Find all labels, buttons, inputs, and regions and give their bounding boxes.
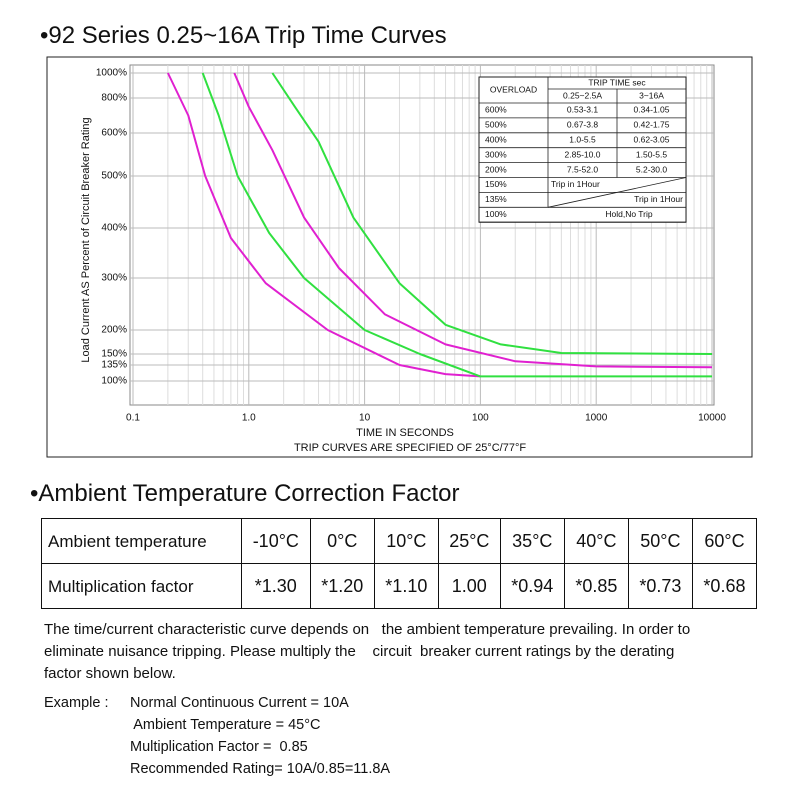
example-line: Multiplication Factor = 0.85 <box>130 739 308 755</box>
table-cell: 2.85-10.0 <box>565 149 601 159</box>
table-cell: 60°C <box>691 518 758 564</box>
x-tick-label: 1.0 <box>242 413 256 424</box>
table-cell: *0.94 <box>499 563 565 609</box>
x-tick-label: 10 <box>359 413 371 424</box>
table-row: Multiplication factor *1.30 *1.20 *1.10 1.00… <box>41 563 758 609</box>
table-cell: 600% <box>485 105 507 115</box>
y-axis-label: Load Current AS Percent of Circuit Break… <box>80 117 92 362</box>
table-cell: 0.62-3.05 <box>634 135 670 145</box>
y-tick-label: 200% <box>101 325 127 336</box>
x-tick-label: 1000 <box>585 413 608 424</box>
y-tick-label: 800% <box>101 93 127 104</box>
x-axis-label: TIME IN SECONDS <box>356 427 454 439</box>
table-header: 3~16A <box>639 90 664 100</box>
plot-frame <box>129 64 715 406</box>
table-cell: 150% <box>485 179 507 189</box>
chart-frame <box>46 56 753 458</box>
table-cell: Trip in 1Hour <box>551 179 600 189</box>
table-header: 0.25~2.5A <box>563 90 602 100</box>
example-label: Example : <box>44 692 108 714</box>
example-lines: Normal Continuous Current = 10A Ambient … <box>130 692 390 780</box>
x-tick-label: 100 <box>472 413 489 424</box>
table-cell: 100% <box>485 209 507 219</box>
table-cell: 50°C <box>627 518 693 564</box>
table-cell: *0.73 <box>627 563 693 609</box>
trip-curve <box>201 72 712 378</box>
y-tick-label: 135% <box>101 360 127 371</box>
paragraph-line: The time/current characteristic curve de… <box>44 621 691 638</box>
example-line: Ambient Temperature = 45°C <box>130 717 321 733</box>
trip-curve <box>166 72 481 378</box>
table-cell: 0.53-3.1 <box>567 105 598 115</box>
paragraph-line: factor shown below. <box>44 665 176 682</box>
y-tick-label: 400% <box>101 223 127 234</box>
table-cell: 25°C <box>437 518 501 564</box>
table-cell: *1.20 <box>309 563 375 609</box>
section-heading: •92 Series 0.25~16A Trip Time Curves <box>40 22 447 49</box>
table-cell: 5.2-30.0 <box>636 164 667 174</box>
table-cell: 35°C <box>499 518 565 564</box>
table-cell: *0.68 <box>691 563 758 609</box>
y-tick-label: 100% <box>101 376 127 387</box>
table-cell: 400% <box>485 135 507 145</box>
table-header: TRIP TIME sec <box>588 77 646 87</box>
table-cell: 1.50-5.5 <box>636 149 667 159</box>
table-cell: 0.34-1.05 <box>634 105 670 115</box>
y-tick-label: 300% <box>101 273 127 284</box>
table-cell: 7.5-52.0 <box>567 164 598 174</box>
table-cell: -10°C <box>240 518 311 564</box>
table-row: Ambient temperature -10°C 0°C 10°C 25°C 35°C 4… <box>41 518 758 564</box>
table-cell: 0°C <box>309 518 375 564</box>
table-cell: *1.10 <box>373 563 439 609</box>
table-cell: 500% <box>485 120 507 130</box>
trip-curve <box>233 72 713 369</box>
table-cell: 135% <box>485 194 507 204</box>
table-cell: 0.67-3.8 <box>567 120 598 130</box>
y-tick-label: 600% <box>101 128 127 139</box>
table-cell: *1.30 <box>240 563 311 609</box>
section-heading: •Ambient Temperature Correction Factor <box>30 480 460 507</box>
trip-curve-chart: 0.1 1.0 10 100 1000 10000100%135%150%200%300%… <box>46 56 753 458</box>
trip-curve <box>271 72 713 355</box>
table-cell: 0.42-1.75 <box>634 120 670 130</box>
table-cell: 300% <box>485 149 507 159</box>
example-line: Normal Continuous Current = 10A <box>130 695 349 711</box>
table-cell: 1.00 <box>437 563 501 609</box>
row-header: Multiplication factor <box>41 563 242 609</box>
trip-table-bg <box>478 76 687 223</box>
y-tick-label: 500% <box>101 171 127 182</box>
table-cell: Trip in 1Hour <box>634 194 683 204</box>
y-tick-label: 150% <box>101 349 127 360</box>
table-rule <box>547 177 687 208</box>
temperature-table: Ambient temperature -10°C 0°C 10°C 25°C 35°C 4… <box>41 518 758 609</box>
example-line: Recommended Rating= 10A/0.85=11.8A <box>130 761 391 777</box>
row-header: Ambient temperature <box>41 518 242 564</box>
table-cell: 200% <box>485 164 507 174</box>
table-cell: Hold,No Trip <box>605 209 653 219</box>
table-cell: 1.0-5.5 <box>569 135 596 145</box>
y-tick-label: 1000% <box>96 68 127 79</box>
table-header: OVERLOAD <box>490 84 537 94</box>
text: Example : <box>44 695 109 711</box>
x-tick-label: 10000 <box>698 413 726 424</box>
table-cell: *0.85 <box>563 563 629 609</box>
chart-note: TRIP CURVES ARE SPECIFIED OF 25°C/77°F <box>294 442 526 454</box>
paragraph: The time/current characteristic curve de… <box>44 619 690 685</box>
x-tick-label: 0.1 <box>126 413 140 424</box>
table-cell: 10°C <box>373 518 439 564</box>
table-cell: 40°C <box>563 518 629 564</box>
paragraph-line: eliminate nuisance tripping. Please mult… <box>44 643 675 660</box>
